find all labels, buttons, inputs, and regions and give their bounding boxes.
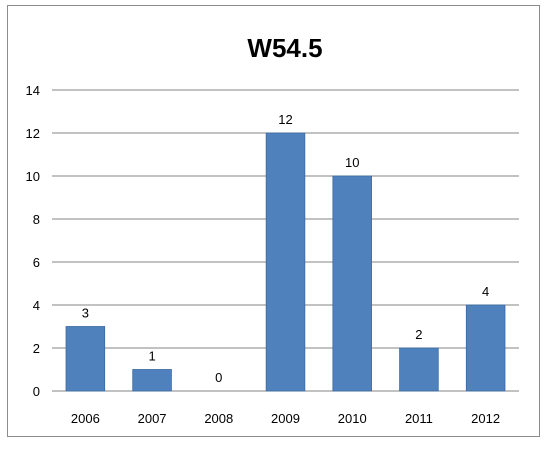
data-label-2012: 4 [482, 284, 489, 299]
y-tick-label: 6 [33, 255, 40, 270]
x-tick-label-2011: 2011 [405, 411, 433, 426]
x-tick-label-2009: 2009 [271, 411, 300, 426]
y-tick-label: 0 [33, 384, 40, 399]
x-tick-label-2012: 2012 [471, 411, 500, 426]
data-label-2007: 1 [148, 349, 155, 364]
bar-2006 [65, 326, 106, 392]
y-tick-label: 4 [33, 298, 40, 313]
bar-2012 [465, 304, 506, 392]
bar-2010 [332, 175, 372, 392]
chart-title: W54.5 [247, 33, 322, 63]
x-axis-ticks: 2006 2007 2008 2009 2010 2011 2012 [71, 411, 500, 426]
x-tick-label-2008: 2008 [204, 411, 233, 426]
bar-2007 [132, 369, 172, 392]
y-tick-label: 8 [33, 212, 40, 227]
data-label-2010: 10 [345, 155, 359, 170]
data-label-2008: 0 [215, 370, 222, 385]
x-tick-label-2007: 2007 [138, 411, 167, 426]
bars [65, 132, 506, 392]
y-tick-label: 12 [26, 126, 40, 141]
x-tick-label-2006: 2006 [71, 411, 100, 426]
data-label-2009: 12 [278, 112, 292, 127]
y-tick-label: 2 [33, 341, 40, 356]
data-label-2011: 2 [415, 327, 422, 342]
y-axis-ticks: 0 2 4 6 8 10 12 14 [26, 83, 40, 399]
data-label-2006: 3 [82, 306, 89, 321]
x-tick-label-2010: 2010 [338, 411, 367, 426]
bar-2011 [399, 347, 439, 392]
y-tick-label: 14 [26, 83, 40, 98]
bar-2009 [265, 132, 306, 392]
y-tick-label: 10 [26, 169, 40, 184]
